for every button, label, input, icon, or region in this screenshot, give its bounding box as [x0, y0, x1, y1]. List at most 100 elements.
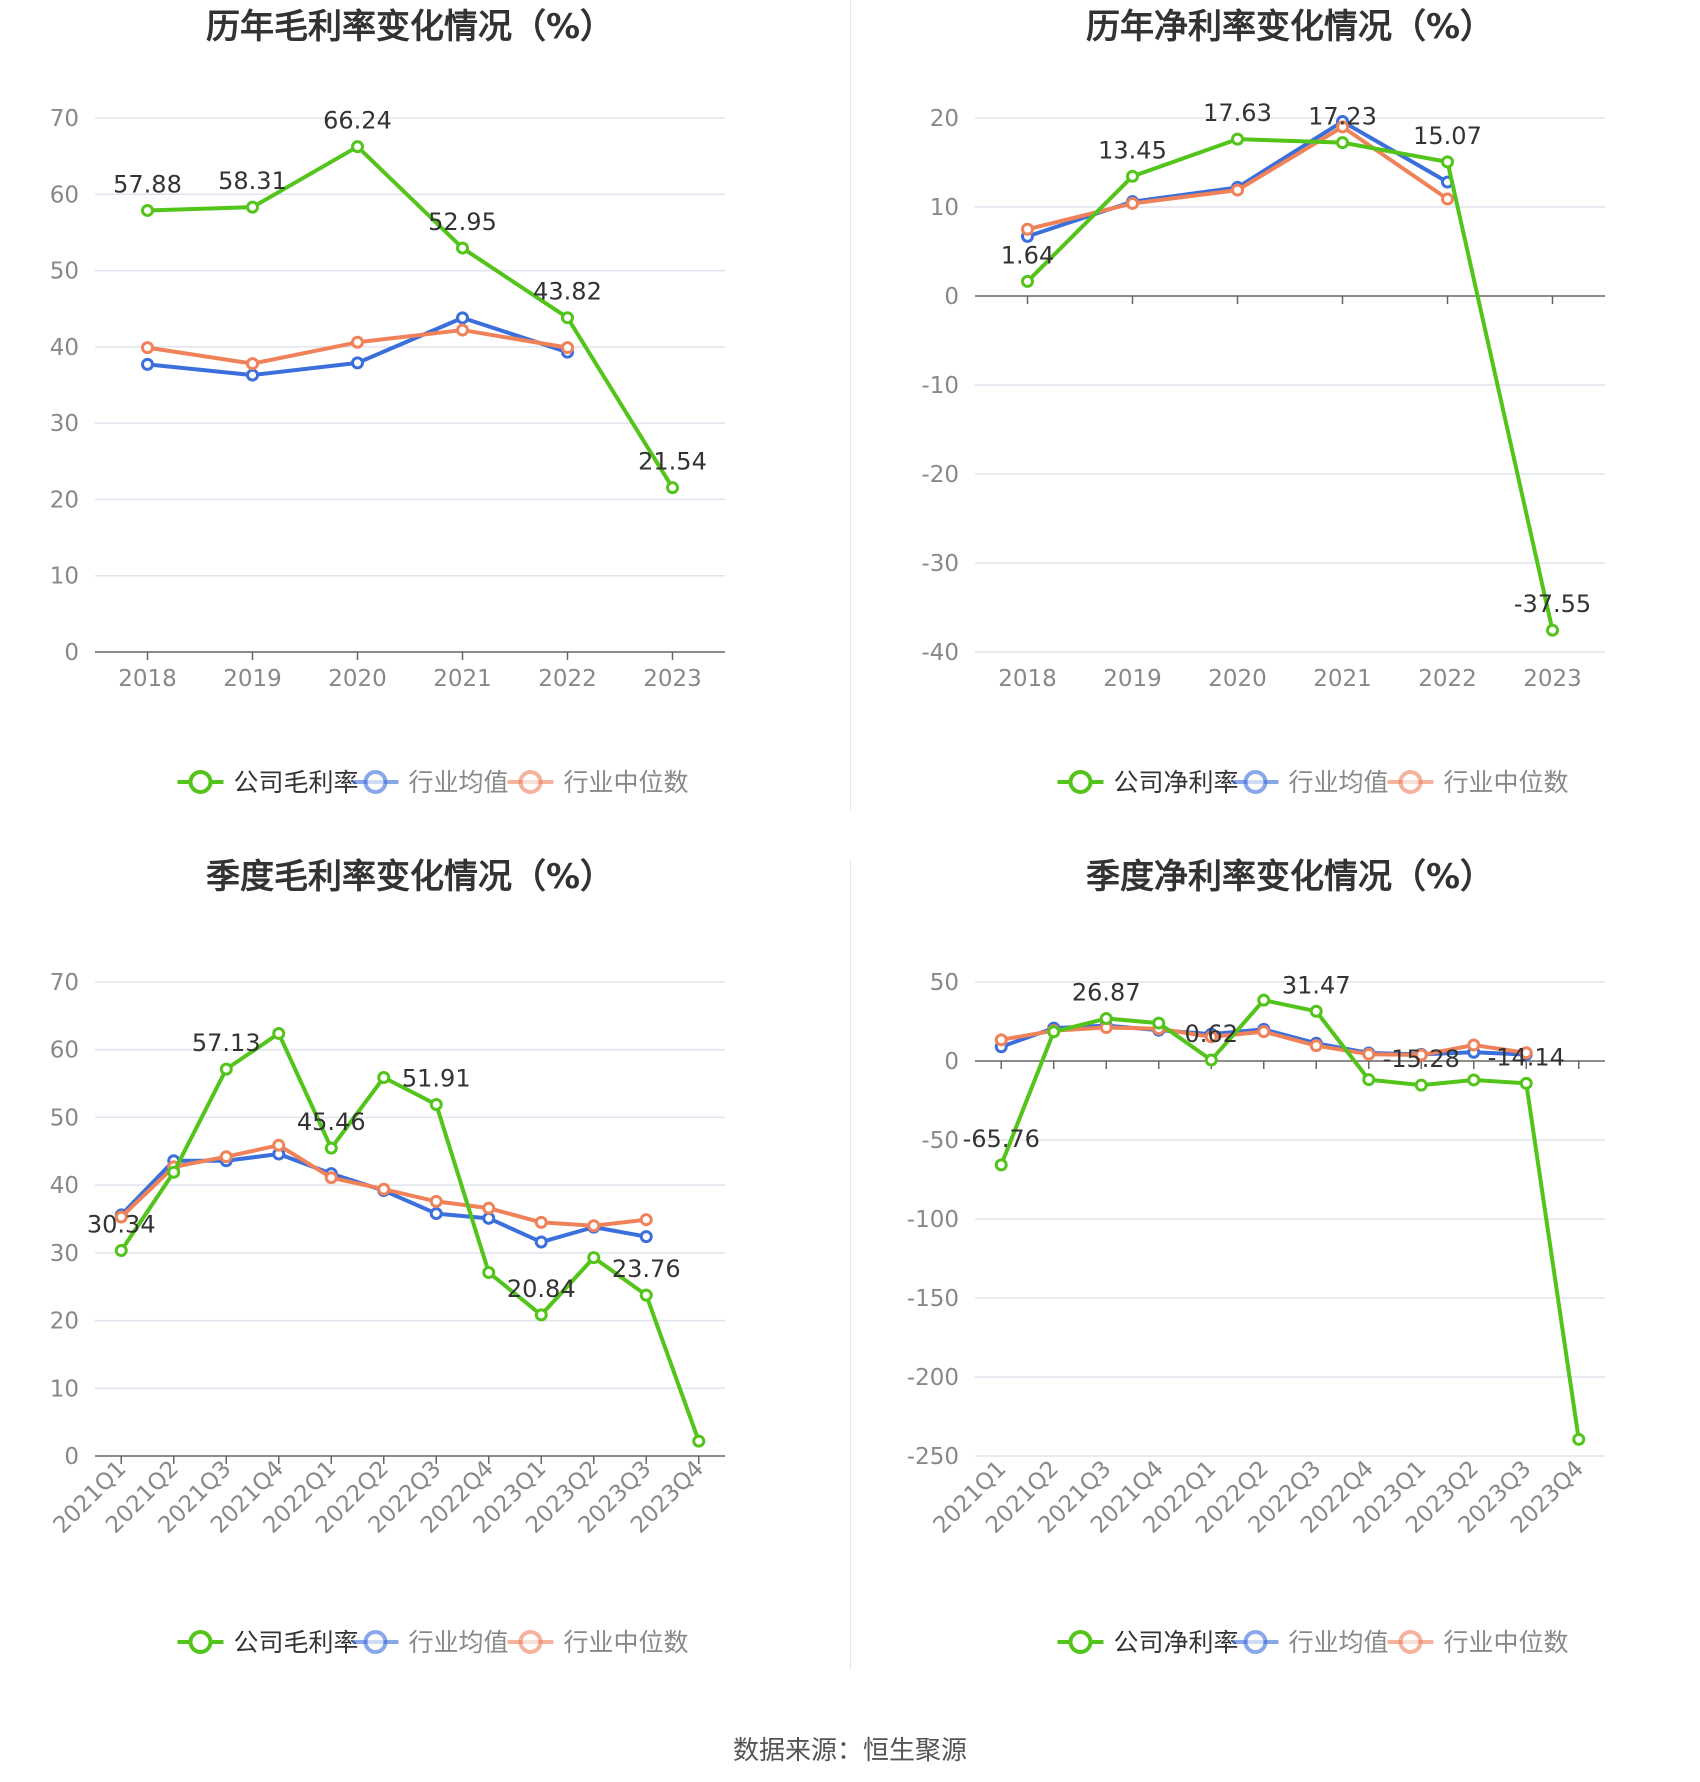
legend-marker — [1068, 770, 1093, 794]
y-tick-label: -200 — [907, 1365, 959, 1391]
legend-item-median[interactable]: 行业中位数 — [507, 768, 689, 797]
legend-item-company[interactable]: 公司净利率 — [1057, 768, 1239, 797]
data-point-company — [246, 200, 259, 214]
legend-item-median[interactable]: 行业中位数 — [507, 1628, 689, 1657]
legend-item-company[interactable]: 公司毛利率 — [177, 768, 359, 797]
data-label: 30.34 — [87, 1211, 156, 1239]
y-tick-label: 0 — [944, 1049, 959, 1075]
data-point-median — [324, 1171, 338, 1185]
y-tick-label: 70 — [50, 106, 79, 132]
data-point-median — [429, 1194, 443, 1208]
y-tick-label: -50 — [921, 1128, 959, 1154]
x-tick-label: 2018 — [998, 666, 1057, 692]
data-point-company — [1572, 1432, 1586, 1446]
data-point-avg — [456, 311, 469, 325]
data-point-company — [1336, 136, 1349, 150]
y-tick-label: 40 — [50, 335, 79, 361]
data-point-company — [1099, 1012, 1113, 1026]
data-point-avg — [482, 1211, 496, 1225]
legend-item-avg[interactable]: 行业均值 — [352, 1628, 509, 1657]
data-point-median — [1231, 183, 1244, 197]
legend-marker — [1243, 770, 1268, 794]
legend-item-avg[interactable]: 行业均值 — [1232, 1628, 1389, 1657]
x-tick-label: 2022 — [1418, 666, 1477, 692]
legend-item-company[interactable]: 公司毛利率 — [177, 1628, 359, 1657]
data-label: 15.07 — [1413, 122, 1482, 150]
y-tick-label: 0 — [944, 284, 959, 310]
legend-label: 公司毛利率 — [234, 1628, 359, 1657]
data-label: -65.76 — [963, 1125, 1040, 1153]
legend-item-avg[interactable]: 行业均值 — [352, 768, 509, 797]
data-point-avg — [534, 1235, 548, 1249]
data-point-company — [351, 140, 364, 154]
data-point-median — [1021, 222, 1034, 236]
legend-label: 公司毛利率 — [234, 768, 359, 797]
data-point-company — [377, 1070, 391, 1084]
data-label: 57.13 — [192, 1029, 261, 1057]
x-tick-label: 2021 — [1313, 666, 1372, 692]
data-point-median — [246, 357, 259, 371]
data-point-company — [1441, 155, 1454, 169]
legend-item-median[interactable]: 行业中位数 — [1387, 1628, 1569, 1657]
data-source: 数据来源：恒生聚源 — [732, 1736, 967, 1766]
y-tick-label: -20 — [921, 462, 959, 488]
data-point-median — [272, 1138, 286, 1152]
chart-title: 季度净利率变化情况（%） — [1086, 857, 1494, 897]
data-label: -15.28 — [1383, 1045, 1460, 1073]
chart-1: 历年毛利率变化情况（%） 0 10 20 30 40 50 60 70 2018 2019 2020 2… — [50, 7, 725, 797]
data-point-company — [692, 1434, 706, 1448]
data-label: 0.62 — [1185, 1020, 1238, 1048]
data-point-company — [272, 1026, 286, 1040]
data-label: -14.14 — [1488, 1043, 1565, 1071]
data-point-median — [534, 1215, 548, 1229]
data-point-median — [1441, 192, 1454, 206]
data-point-median — [141, 341, 154, 355]
vertical-divider-bottom — [850, 860, 851, 1670]
data-point-company — [587, 1251, 601, 1265]
legend-item-avg[interactable]: 行业均值 — [1232, 768, 1389, 797]
data-point-median — [1309, 1039, 1323, 1053]
data-label: 1.64 — [1001, 241, 1054, 269]
y-tick-label: 50 — [50, 1105, 79, 1131]
legend-label: 行业均值 — [1289, 768, 1389, 797]
legend-item-company[interactable]: 公司净利率 — [1057, 1628, 1239, 1657]
y-tick-label: -10 — [921, 373, 959, 399]
data-point-company — [994, 1158, 1008, 1172]
legend-item-median[interactable]: 行业中位数 — [1387, 768, 1569, 797]
data-label: 66.24 — [323, 107, 392, 135]
data-point-median — [587, 1219, 601, 1233]
y-tick-label: 30 — [50, 1241, 79, 1267]
y-tick-label: 60 — [50, 1038, 79, 1064]
y-tick-label: 10 — [930, 195, 959, 221]
legend-marker — [363, 770, 388, 794]
data-point-median — [456, 323, 469, 337]
legend-label: 公司净利率 — [1114, 768, 1239, 797]
legend-marker — [1398, 770, 1423, 794]
data-point-median — [1257, 1025, 1271, 1039]
data-point-company — [639, 1288, 653, 1302]
data-point-company — [1152, 1016, 1166, 1030]
data-point-company — [1231, 132, 1244, 146]
legend-marker — [518, 770, 543, 794]
data-point-avg — [429, 1207, 443, 1221]
data-point-company — [1467, 1073, 1481, 1087]
y-tick-label: -250 — [907, 1444, 959, 1470]
data-label: 26.87 — [1072, 979, 1141, 1007]
data-point-median — [1204, 1030, 1218, 1044]
data-point-company — [1257, 993, 1271, 1007]
legend-label: 行业中位数 — [564, 768, 689, 797]
y-tick-label: 20 — [50, 1309, 79, 1335]
y-tick-label: 0 — [64, 1444, 79, 1470]
y-tick-label: 10 — [50, 564, 79, 590]
data-point-company — [141, 203, 154, 217]
data-label: 20.84 — [507, 1275, 576, 1303]
data-point-company — [1047, 1025, 1061, 1039]
vertical-divider-top — [850, 0, 851, 810]
y-tick-label: -100 — [907, 1207, 959, 1233]
legend-marker — [1243, 1630, 1268, 1654]
data-point-median — [639, 1213, 653, 1227]
data-label: 21.54 — [638, 448, 707, 476]
data-point-company — [1362, 1073, 1376, 1087]
chart-title: 历年净利率变化情况（%） — [1086, 7, 1494, 47]
